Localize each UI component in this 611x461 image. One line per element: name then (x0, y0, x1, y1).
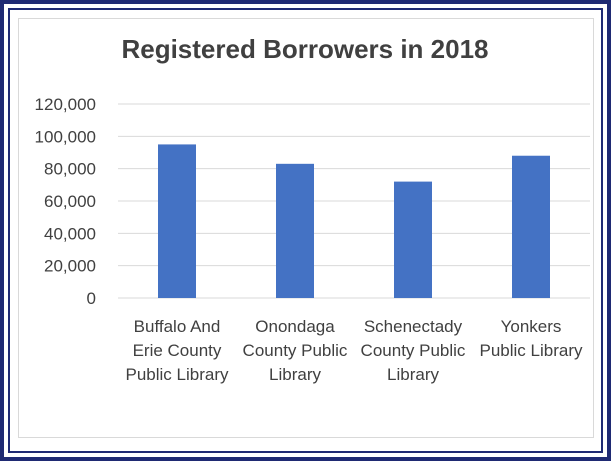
bar (158, 144, 196, 298)
x-tick-label: Buffalo And Erie County Public Library (126, 317, 229, 384)
bar (394, 181, 432, 298)
y-tick-label: 0 (87, 289, 96, 308)
x-axis-labels: Buffalo And Erie County Public LibraryOnon… (126, 317, 583, 384)
inner-frame (8, 8, 603, 453)
bar (512, 155, 550, 298)
y-tick-label: 40,000 (44, 224, 96, 243)
x-tick-label: Onondaga County Public Library (243, 317, 348, 384)
gridlines (118, 103, 590, 299)
bars (158, 144, 550, 298)
y-axis-ticks: 0 20,000 40,000 60,000 80,000 100,000 120,000 (35, 95, 96, 308)
y-tick-label: 20,000 (44, 257, 96, 276)
y-tick-label: 100,000 (35, 127, 96, 146)
y-tick-label: 80,000 (44, 160, 96, 179)
y-tick-label: 120,000 (35, 95, 96, 114)
x-tick-label: Yonkers Public Library (480, 317, 583, 360)
x-tick-label: Schenectady County Public Library (361, 317, 466, 384)
bar (276, 163, 314, 298)
y-tick-label: 60,000 (44, 192, 96, 211)
chart-title: Registered Borrowers in 2018 (121, 34, 488, 64)
